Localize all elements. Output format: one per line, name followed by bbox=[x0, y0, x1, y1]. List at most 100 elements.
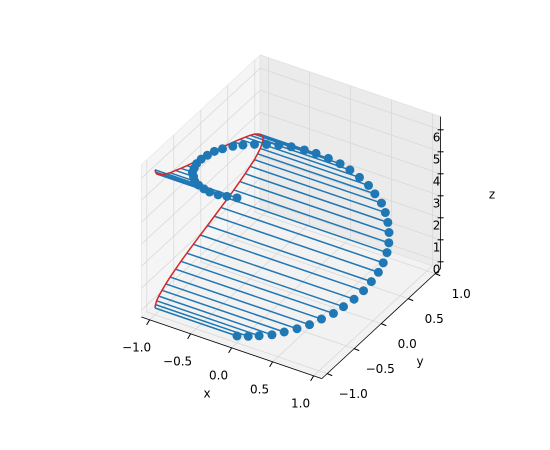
y-tick-label: 1.0 bbox=[452, 287, 471, 301]
grid-line bbox=[260, 89, 441, 153]
tick-mark bbox=[408, 298, 414, 302]
stem-marker bbox=[364, 180, 374, 190]
stem-marker bbox=[378, 258, 388, 268]
stem-line bbox=[180, 260, 334, 315]
stem-line bbox=[260, 147, 369, 187]
stem-marker bbox=[299, 145, 309, 155]
grid-line bbox=[146, 311, 328, 374]
stem-line bbox=[186, 252, 344, 308]
grid-line bbox=[141, 155, 261, 267]
stem-line bbox=[193, 243, 355, 300]
stem-marker bbox=[376, 198, 386, 208]
stem-line bbox=[220, 206, 384, 264]
y-tick-label: −1.0 bbox=[339, 387, 368, 401]
y-tick-label: −0.5 bbox=[366, 362, 395, 376]
stem-marker bbox=[384, 238, 394, 248]
stem-marker bbox=[205, 187, 215, 197]
stem-marker bbox=[380, 208, 390, 218]
stem-line bbox=[227, 197, 388, 254]
z-tick-label: 5 bbox=[433, 152, 441, 166]
z-tick-label: 2 bbox=[433, 218, 441, 232]
stem-marker bbox=[267, 330, 277, 340]
tick-mark bbox=[327, 373, 333, 377]
stem-line bbox=[200, 234, 364, 292]
grid-line bbox=[260, 111, 441, 175]
stem-marker bbox=[383, 217, 393, 227]
stem-marker bbox=[305, 320, 315, 330]
stem-marker bbox=[338, 302, 348, 312]
grid-line bbox=[227, 236, 409, 299]
stem-marker bbox=[213, 190, 223, 200]
stem-marker bbox=[274, 140, 284, 150]
y-axis-label: y bbox=[416, 355, 423, 369]
z-tick-label: 6 bbox=[433, 130, 441, 144]
stem-line bbox=[257, 153, 376, 195]
x-tick-label: 0.5 bbox=[250, 382, 269, 396]
stem-marker bbox=[262, 139, 271, 149]
x-tick-label: −0.5 bbox=[163, 354, 192, 368]
grid-line bbox=[260, 67, 441, 131]
stem-marker bbox=[370, 189, 380, 199]
z-tick-label: 3 bbox=[433, 196, 441, 210]
stem-line bbox=[254, 158, 382, 204]
x-axis-line bbox=[141, 316, 322, 379]
grid-line bbox=[141, 111, 261, 223]
grid-line bbox=[200, 261, 382, 324]
grid-line bbox=[254, 211, 436, 274]
stem-line bbox=[239, 180, 390, 234]
stem-marker bbox=[250, 139, 260, 149]
y-tick-label: 0.0 bbox=[398, 337, 417, 351]
stem-marker bbox=[384, 228, 394, 237]
tick-mark bbox=[381, 323, 387, 327]
tick-mark bbox=[354, 348, 360, 352]
stem-line bbox=[207, 224, 372, 283]
stem-marker bbox=[366, 277, 376, 287]
tick-mark bbox=[146, 319, 151, 326]
stem-marker bbox=[311, 148, 321, 158]
stem-line bbox=[155, 303, 249, 337]
stem-line bbox=[161, 289, 285, 333]
stem-marker bbox=[345, 165, 355, 175]
tick-mark bbox=[187, 333, 192, 340]
tick-mark bbox=[310, 375, 315, 382]
stem-marker bbox=[232, 193, 242, 203]
stem-line bbox=[261, 143, 360, 179]
stem-marker bbox=[286, 142, 296, 152]
stem-marker bbox=[228, 141, 238, 151]
stem-marker bbox=[254, 331, 264, 341]
tick-mark bbox=[435, 273, 441, 277]
y-axis-line bbox=[321, 268, 441, 379]
stem-marker bbox=[328, 308, 338, 318]
stem-line bbox=[254, 133, 292, 148]
stem-marker bbox=[323, 153, 333, 163]
tick-mark bbox=[269, 361, 274, 368]
grid-line bbox=[141, 67, 261, 179]
z-tick-label: 0 bbox=[433, 262, 441, 276]
stem-marker bbox=[349, 294, 359, 304]
stem-line bbox=[249, 134, 279, 146]
stem-marker bbox=[316, 314, 326, 324]
stem-marker bbox=[382, 248, 392, 258]
y-tick-label: 0.5 bbox=[425, 312, 444, 326]
stem-marker bbox=[373, 267, 383, 277]
grid-line bbox=[141, 89, 261, 201]
stem-marker bbox=[355, 172, 364, 182]
x-tick-label: 1.0 bbox=[291, 396, 310, 410]
stem-line bbox=[249, 165, 386, 214]
z-tick-label: 1 bbox=[433, 240, 441, 254]
stem-line bbox=[165, 283, 298, 330]
stem-line bbox=[214, 215, 379, 273]
grid-line bbox=[260, 155, 441, 219]
stem-marker bbox=[218, 144, 228, 154]
stem-marker bbox=[209, 146, 219, 156]
grid-line bbox=[260, 199, 441, 263]
stem-marker bbox=[243, 331, 253, 341]
x-axis-label: x bbox=[203, 387, 210, 401]
stem-line bbox=[233, 189, 390, 244]
stem-marker bbox=[292, 324, 302, 334]
tick-mark bbox=[228, 347, 233, 354]
z-tick-label: 4 bbox=[433, 174, 441, 188]
stem-marker bbox=[232, 331, 242, 341]
